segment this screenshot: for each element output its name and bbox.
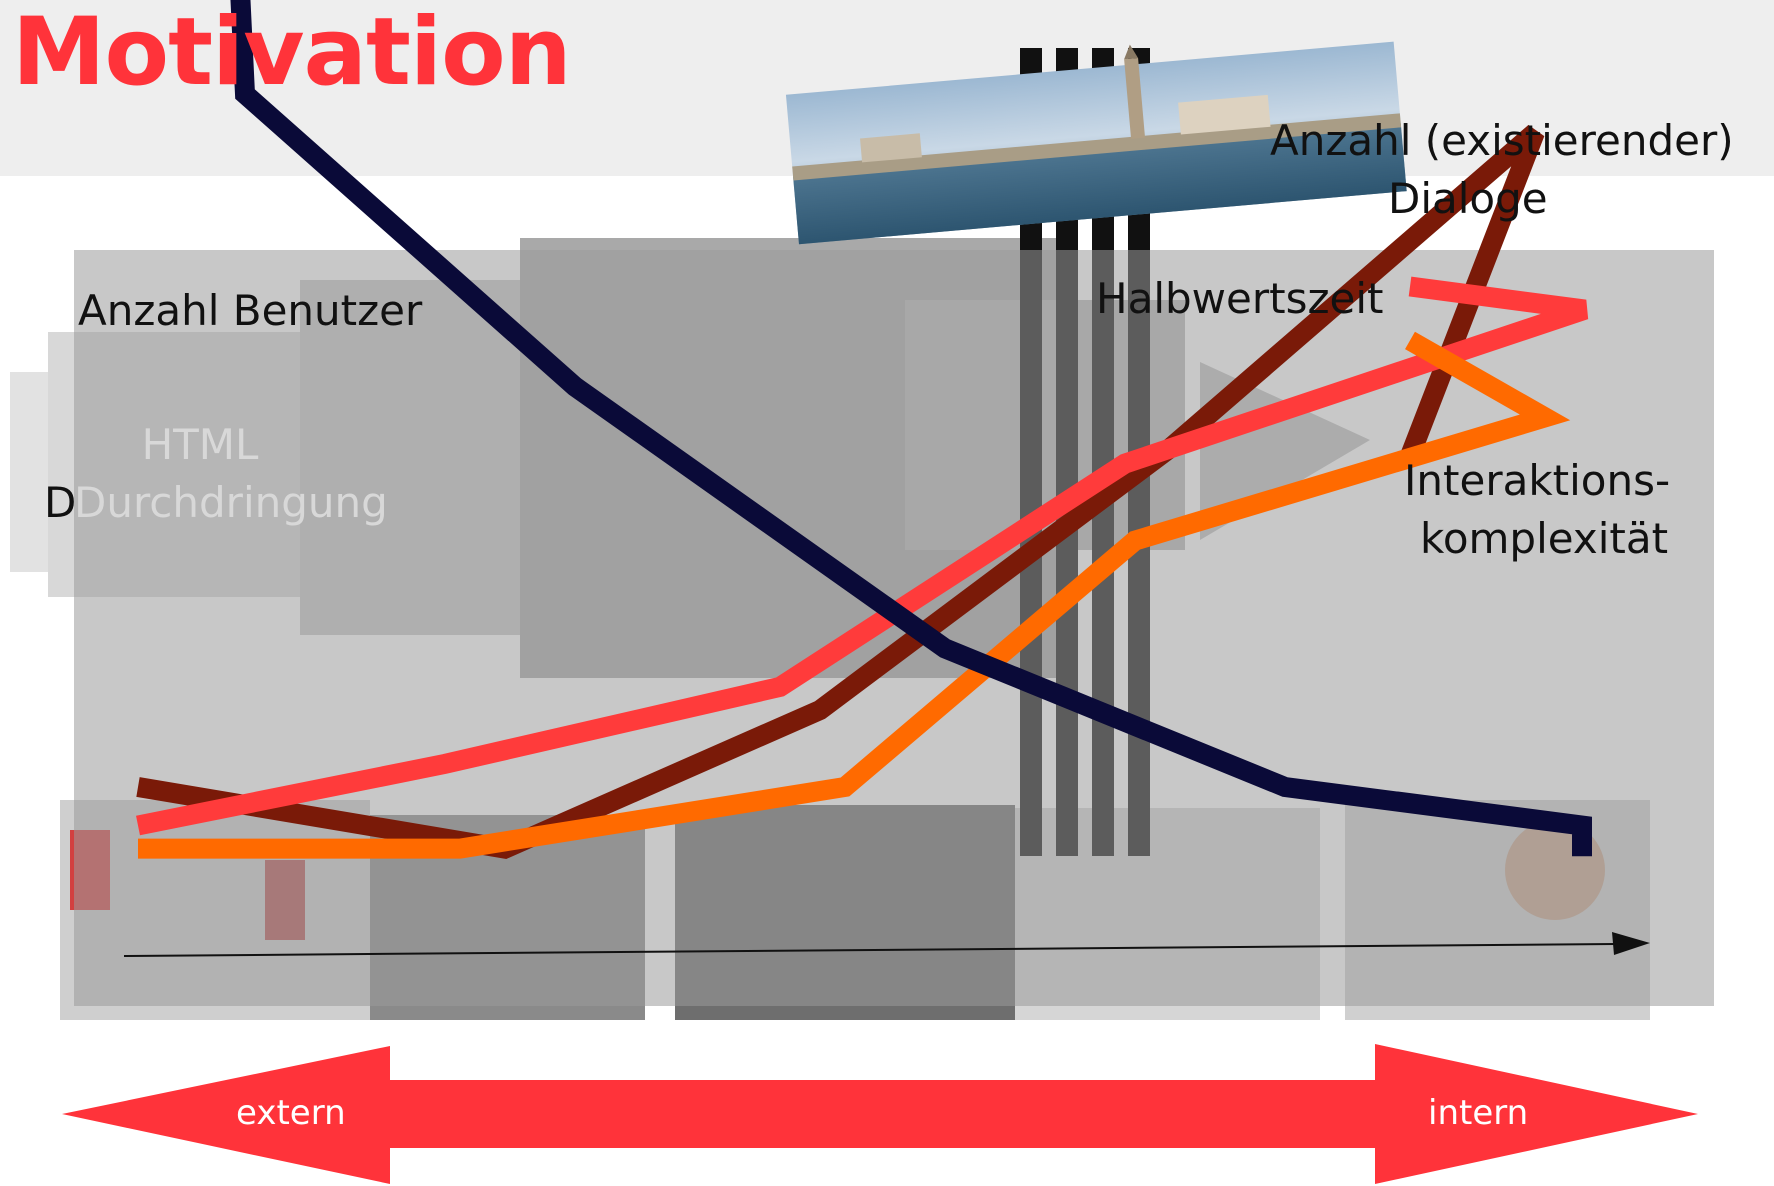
line-anzahl-dialoge xyxy=(136,124,1545,859)
label-anzahl-dialoge-line2: Dialoge xyxy=(1388,174,1548,223)
faded-label-durchdringung: Durchdringung xyxy=(74,478,388,527)
page-title: Motivation xyxy=(12,0,572,107)
d-prefix-label: D xyxy=(44,478,75,527)
label-anzahl-dialoge-line1: Anzahl (existierender) xyxy=(1270,116,1734,165)
extern-intern-arrow xyxy=(62,1044,1698,1184)
venice-panorama-photo xyxy=(785,41,1407,245)
label-interaktion-line2: komplexität xyxy=(1420,514,1669,563)
line-halbwertszeit xyxy=(136,276,1589,836)
chart-lines xyxy=(136,0,1592,859)
faded-label-line: HTML xyxy=(141,420,259,469)
line-anzahl-benutzer xyxy=(230,0,1592,857)
faded-label-html: HTML xyxy=(80,418,320,472)
x-axis-arrow xyxy=(123,932,1650,957)
label-extern: extern xyxy=(236,1093,346,1133)
campanile-tower-icon xyxy=(1124,57,1146,139)
label-anzahl-benutzer: Anzahl Benutzer xyxy=(78,286,423,335)
label-interaktion-line1: Interaktions- xyxy=(1404,456,1671,505)
label-intern: intern xyxy=(1428,1093,1529,1133)
label-halbwertszeit: Halbwertszeit xyxy=(1096,274,1384,323)
